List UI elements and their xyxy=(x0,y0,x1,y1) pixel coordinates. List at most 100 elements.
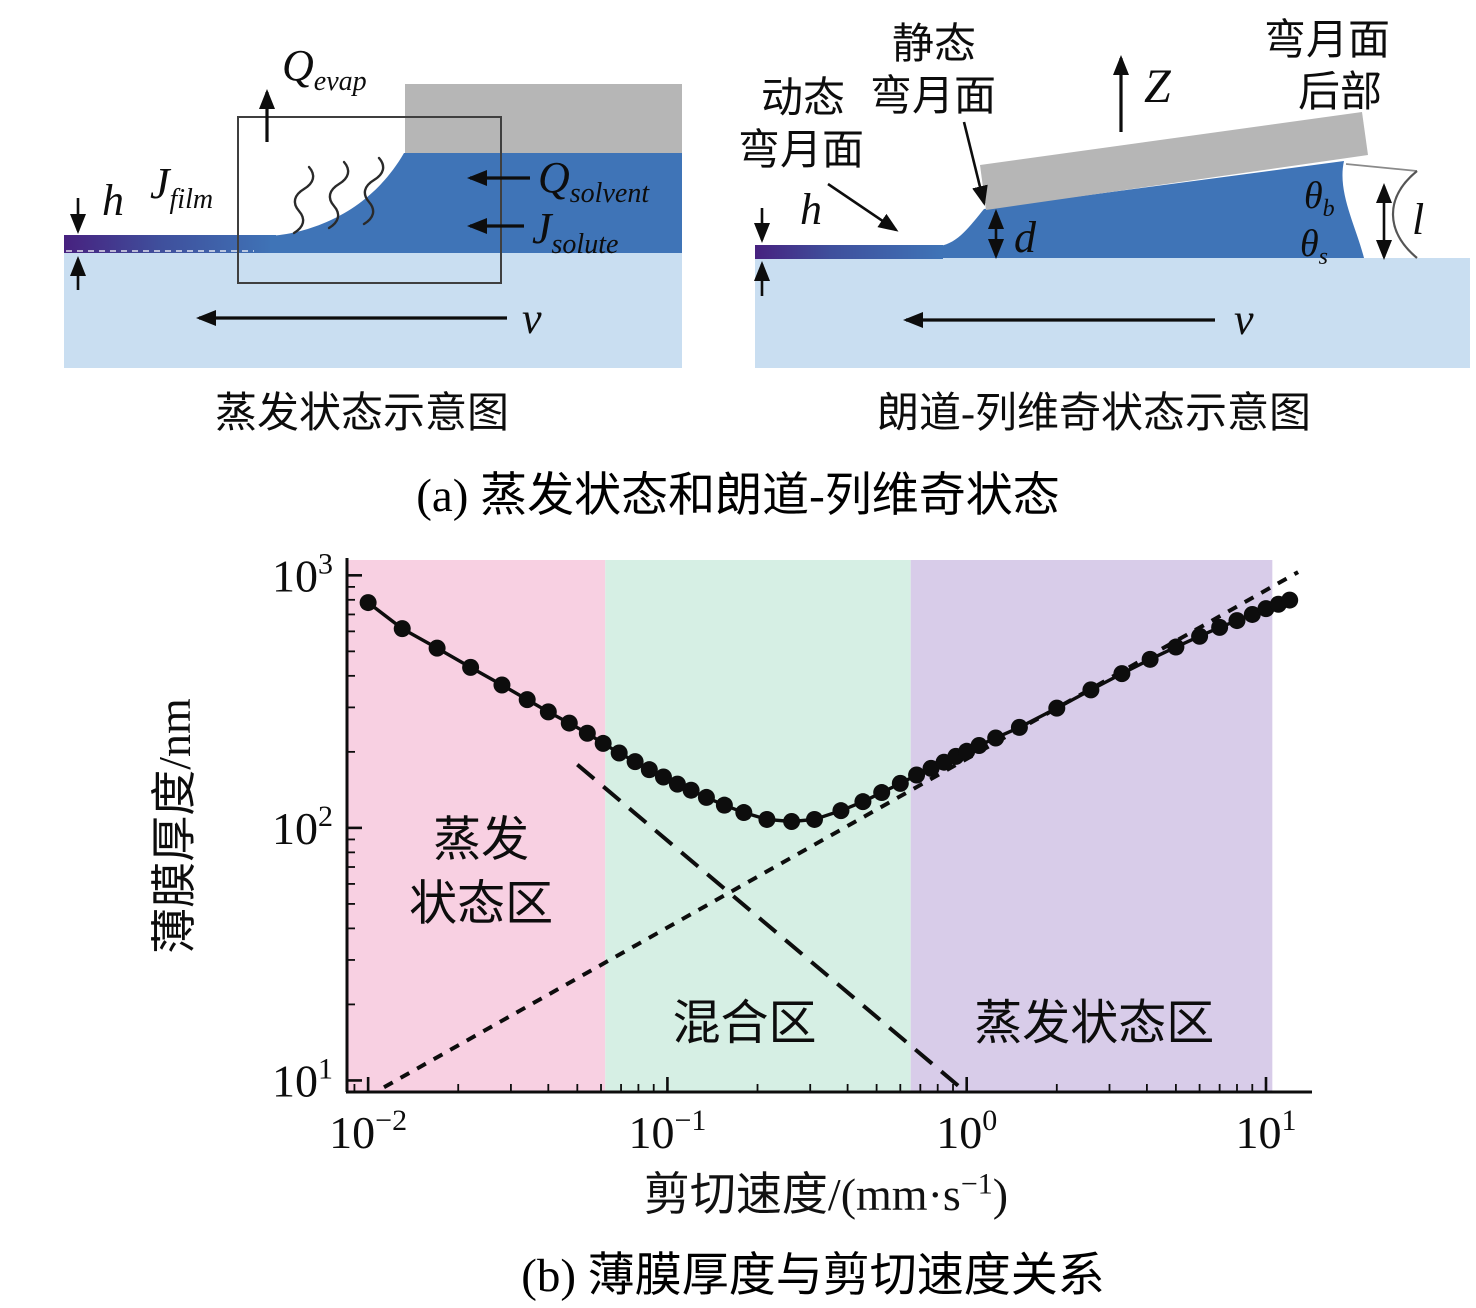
landau-levich-schematic-caption: 朗道-列维奇状态示意图 xyxy=(877,390,1311,437)
data-point xyxy=(1281,591,1299,609)
liquid xyxy=(940,161,1364,258)
data-point xyxy=(1082,681,1100,699)
data-point xyxy=(578,724,596,742)
evaporation-squiggle xyxy=(362,156,385,226)
region-label-1: 混合区 xyxy=(673,997,817,1050)
x-tick-label: 10−1 xyxy=(628,1104,706,1158)
thin-film xyxy=(755,245,943,259)
velocity-label: v xyxy=(522,294,542,343)
data-point xyxy=(1141,650,1159,668)
x-tick-label: 10−2 xyxy=(329,1104,407,1158)
data-point xyxy=(832,802,850,820)
data-point xyxy=(359,594,377,612)
evaporation-schematic-caption: 蒸发状态示意图 xyxy=(215,390,509,437)
d-label: d xyxy=(1014,213,1037,262)
y-tick-label: 102 xyxy=(272,800,333,854)
chart-x-axis-label: 剪切速度/(mm·s−1) xyxy=(643,1167,1009,1220)
dynamic-meniscus-label-2: 弯月面 xyxy=(738,127,864,174)
chart-region-2 xyxy=(910,560,1273,1091)
liquid-meniscus xyxy=(270,153,682,253)
data-point xyxy=(873,784,891,802)
data-point xyxy=(908,766,926,784)
dynamic-meniscus-arrow xyxy=(827,182,899,232)
region-label-0: 状态区 xyxy=(409,877,553,930)
meniscus-rear-label-1: 弯月面 xyxy=(1264,17,1390,64)
static-meniscus-label-1: 静态 xyxy=(892,22,976,68)
substrate xyxy=(64,252,682,368)
data-point xyxy=(735,804,753,822)
q-solvent-label: Qsolvent xyxy=(538,153,650,209)
data-point xyxy=(393,620,411,638)
region-label-0: 蒸发 xyxy=(433,813,529,866)
data-point xyxy=(1113,665,1131,683)
h-label: h xyxy=(102,176,124,225)
evaporation-squiggle xyxy=(327,160,350,230)
data-point xyxy=(594,734,612,752)
rear-meniscus-top-line xyxy=(1345,163,1418,172)
l-label: l xyxy=(1412,195,1424,244)
data-point xyxy=(1211,618,1229,636)
zoom-box xyxy=(237,116,502,284)
h-label: h xyxy=(800,185,822,234)
theta-b-label: θb xyxy=(1304,175,1335,222)
data-point xyxy=(970,736,988,754)
static-meniscus-arrow xyxy=(962,121,988,206)
data-point xyxy=(854,793,872,811)
j-solute-label: Jsolute xyxy=(532,204,618,260)
data-point xyxy=(805,810,823,828)
evaporation-schematic: Qevap Jfilm h Qsolvent Jsolute v 蒸发状态示意图 xyxy=(64,41,682,437)
velocity-label: v xyxy=(1234,295,1254,344)
dynamic-meniscus-label-1: 动态 xyxy=(761,76,845,122)
y-tick-label: 103 xyxy=(272,547,333,601)
x-tick-label: 101 xyxy=(1235,1104,1296,1158)
meniscus-rear-label-2: 后部 xyxy=(1298,70,1382,116)
data-point xyxy=(1228,612,1246,630)
data-point xyxy=(539,703,557,721)
data-point xyxy=(654,768,672,786)
theta-s-label: θs xyxy=(1300,223,1328,270)
data-point xyxy=(640,761,658,779)
data-point xyxy=(1048,699,1066,717)
thin-film xyxy=(64,235,276,253)
j-film-label: Jfilm xyxy=(150,159,213,215)
fit-curve xyxy=(367,598,1291,824)
x-tick-label: 100 xyxy=(936,1104,997,1158)
data-point xyxy=(518,691,536,709)
blade xyxy=(980,112,1368,210)
data-point xyxy=(758,810,776,828)
data-point xyxy=(462,658,480,676)
asymptote-long-dash xyxy=(576,763,962,1089)
data-point xyxy=(922,759,940,777)
data-point xyxy=(783,812,801,830)
chart-y-axis-label: 薄膜厚度/nm xyxy=(149,698,200,954)
evaporation-squiggle xyxy=(292,165,315,235)
data-point xyxy=(1243,605,1261,623)
data-point xyxy=(697,788,715,806)
rear-meniscus-curve xyxy=(1392,170,1418,259)
data-point xyxy=(987,729,1005,747)
data-point xyxy=(715,796,733,814)
chart-region-1 xyxy=(605,560,911,1091)
y-tick-label: 101 xyxy=(272,1052,333,1106)
data-point xyxy=(1191,627,1209,645)
data-point xyxy=(626,753,644,771)
static-meniscus-label-2: 弯月面 xyxy=(870,73,996,120)
q-evap-label: Qevap xyxy=(282,41,367,97)
data-point xyxy=(428,639,446,657)
z-axis-label: Z xyxy=(1144,60,1172,113)
data-point xyxy=(1010,718,1028,736)
data-point xyxy=(493,676,511,694)
data-point xyxy=(560,714,578,732)
data-point xyxy=(1167,638,1185,656)
data-point xyxy=(682,781,700,799)
landau-levich-schematic: 动态 弯月面 静态 弯月面 Z 弯月面 后部 h d l θb θs v 朗道-… xyxy=(738,17,1470,437)
chart-region-0 xyxy=(347,560,606,1091)
substrate xyxy=(755,258,1470,368)
blade xyxy=(405,84,682,153)
region-label-2: 蒸发状态区 xyxy=(974,997,1214,1050)
data-point xyxy=(668,775,686,793)
data-point xyxy=(891,774,909,792)
panel-a-caption: (a) 蒸发状态和朗道-列维奇状态 xyxy=(416,470,1060,522)
